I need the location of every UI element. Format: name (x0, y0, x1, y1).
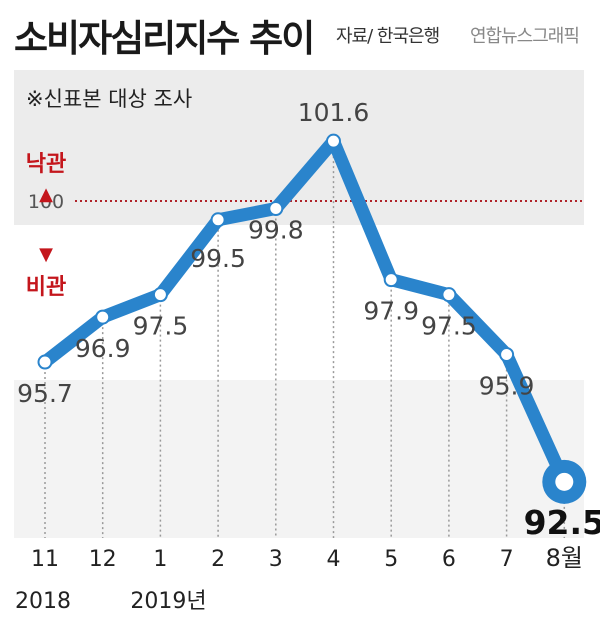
series-line (38, 134, 571, 489)
chart-title: 소비자심리지수 추이 (14, 17, 315, 60)
x-axis-ticks: 11 12 1 2 3 4 5 6 7 8월 (31, 544, 583, 572)
data-label-1: 96.9 (75, 334, 131, 363)
data-point-1 (95, 309, 111, 325)
data-point-8 (499, 347, 515, 363)
data-label-5: 101.6 (298, 98, 370, 127)
year-label-0: 2018 (15, 589, 71, 614)
year-labels: 2018 2019년 (15, 589, 207, 614)
data-label-2: 97.5 (133, 312, 189, 341)
data-labels: 95.796.997.599.599.8101.697.997.595.992.… (17, 98, 600, 542)
data-point-4 (268, 201, 284, 217)
year-label-1: 2019년 (130, 589, 206, 614)
x-tick-6: 5 (384, 547, 398, 572)
reference-label: 100 (28, 191, 64, 213)
data-label-7: 97.5 (421, 312, 477, 341)
data-point-last-center (555, 472, 574, 491)
x-tick-0: 11 (31, 547, 59, 572)
vertical-guides (44, 151, 566, 538)
x-tick-2: 1 (153, 547, 167, 572)
data-point-2 (152, 287, 168, 303)
pessimistic-label: 비관 (26, 275, 66, 300)
credit-label: 연합뉴스그래픽 (470, 26, 580, 47)
data-label-9: 92.5 (524, 503, 600, 542)
lower-band (14, 380, 584, 538)
data-label-4: 99.8 (248, 216, 304, 245)
data-point-3 (210, 212, 226, 228)
down-arrow-icon: ▼ (39, 244, 53, 265)
data-label-0: 95.7 (17, 379, 73, 408)
x-tick-8: 7 (500, 547, 514, 572)
data-point-0 (37, 354, 53, 370)
data-label-6: 97.9 (363, 297, 419, 326)
x-tick-4: 3 (269, 547, 283, 572)
data-label-8: 95.9 (479, 372, 535, 401)
x-tick-3: 2 (211, 547, 225, 572)
upper-band (14, 70, 584, 225)
x-tick-1: 12 (89, 547, 117, 572)
source-label: 자료/ 한국은행 (336, 26, 440, 47)
x-tick-7: 6 (442, 547, 456, 572)
data-point-7 (441, 287, 457, 303)
up-arrow-icon: ▲ (39, 184, 53, 205)
survey-note: ※신표본 대상 조사 (26, 87, 192, 111)
data-points (37, 133, 587, 504)
data-label-3: 99.5 (190, 244, 246, 273)
data-point-5 (326, 133, 341, 149)
x-tick-5: 4 (327, 547, 341, 572)
data-point-6 (383, 272, 399, 288)
optimistic-label: 낙관 (26, 152, 66, 177)
x-tick-9: 8월 (546, 544, 583, 572)
